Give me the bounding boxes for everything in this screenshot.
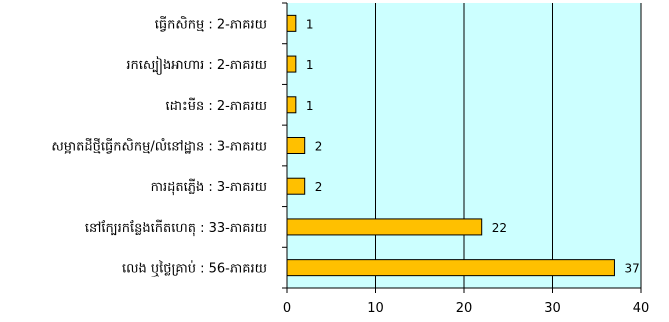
category-label: ដោះមីន : 2-ភាគរយ — [166, 97, 267, 114]
x-tick-label: 0 — [283, 301, 291, 316]
bar — [286, 137, 306, 154]
data-label: 2 — [315, 180, 323, 194]
gridlines — [375, 3, 642, 288]
bar — [286, 259, 615, 277]
bar — [286, 218, 483, 236]
data-label: 2 — [315, 140, 323, 154]
category-label: ការដុតភ្លើង : 3-ភាគរយ — [151, 178, 267, 196]
category-label: រកស្បៀងអាហារ : 2-ភាគរយ — [126, 56, 267, 75]
x-tick-label: 10 — [367, 301, 384, 316]
data-label: 22 — [492, 221, 507, 235]
category-label: លេង ឬថ្លៃគ្រាប់ : 56-ភាគរយ — [122, 260, 267, 278]
data-label: 1 — [306, 58, 314, 72]
bar — [286, 177, 306, 195]
bar — [286, 55, 297, 73]
data-label: 37 — [624, 262, 639, 276]
x-tick-label: 30 — [544, 301, 561, 316]
category-label: នៅក្បែរកន្លែងកើតហេតុ : 33-ភាគរយ — [85, 219, 267, 237]
x-axis-tick-labels: 0 10 20 30 40 — [283, 301, 649, 316]
bar — [286, 96, 297, 114]
x-tick-label: 40 — [633, 301, 650, 316]
axis-ticks — [282, 2, 642, 293]
bars — [286, 14, 615, 277]
category-label: ធ្វើកសិកម្ម : 2-ភាគរយ — [155, 15, 267, 32]
data-label: 1 — [306, 17, 314, 31]
category-label: សម្អាតដីថ្មីធ្វើកសិកម្ម/លំនៅដ្ឋាន : 3-ភា… — [51, 138, 267, 155]
bar — [286, 14, 297, 32]
x-tick-label: 20 — [456, 301, 473, 316]
data-label: 1 — [306, 99, 314, 113]
